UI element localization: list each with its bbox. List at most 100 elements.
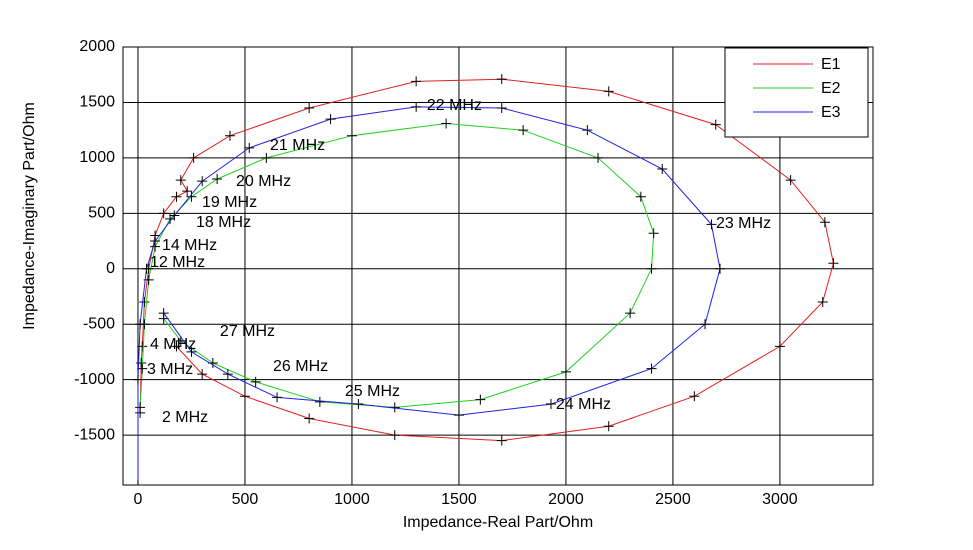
point-marker	[706, 219, 717, 230]
point-marker	[182, 186, 193, 197]
point-marker	[411, 101, 422, 112]
point-marker	[657, 163, 668, 174]
point-marker	[272, 392, 283, 403]
point-marker	[518, 125, 529, 136]
x-tick-label: 1500	[441, 491, 477, 508]
annotation: 25 MHz	[345, 383, 400, 400]
point-marker	[715, 263, 726, 274]
point-marker	[244, 142, 255, 153]
x-tick-label: 2000	[548, 491, 584, 508]
point-marker	[441, 118, 452, 129]
point-marker	[132, 480, 143, 485]
point-marker	[212, 173, 223, 184]
annotation: 22 MHz	[427, 97, 482, 114]
annotation: 2 MHz	[162, 409, 208, 426]
point-marker	[239, 391, 250, 402]
y-tick-label: 0	[106, 260, 115, 277]
point-marker	[582, 125, 593, 136]
point-marker	[346, 130, 357, 141]
point-marker	[136, 358, 147, 369]
point-marker	[785, 175, 796, 186]
y-axis-label: Impedance-Imaginary Part/Ohm	[21, 102, 38, 330]
point-marker	[304, 413, 315, 424]
annotation: 23 MHz	[716, 215, 771, 232]
point-marker	[139, 297, 150, 308]
point-marker	[496, 435, 507, 446]
series-line	[137, 106, 721, 485]
point-marker	[169, 210, 180, 221]
point-marker	[593, 152, 604, 163]
point-marker	[496, 102, 507, 113]
point-marker	[304, 102, 315, 113]
point-marker	[175, 175, 186, 186]
y-tick-label: 2000	[79, 38, 115, 55]
point-marker	[496, 74, 507, 85]
annotation: 21 MHz	[270, 137, 325, 154]
point-marker	[411, 76, 422, 87]
point-marker	[222, 369, 233, 380]
point-marker	[648, 228, 659, 239]
annotation: 19 MHz	[202, 194, 257, 211]
point-marker	[224, 130, 235, 141]
point-marker	[171, 191, 182, 202]
point-marker	[635, 191, 646, 202]
point-marker	[188, 152, 199, 163]
annotation: 4 MHz	[150, 336, 196, 353]
plot-content	[132, 74, 839, 485]
y-tick-label: -500	[83, 315, 115, 332]
point-marker	[560, 366, 571, 377]
point-marker	[646, 363, 657, 374]
point-marker	[353, 399, 364, 410]
point-marker	[545, 399, 556, 410]
annotation: 24 MHz	[556, 396, 611, 413]
point-marker	[197, 369, 208, 380]
y-tick-label: 500	[88, 205, 115, 222]
annotation: 26 MHz	[273, 358, 328, 375]
point-marker	[135, 402, 146, 413]
x-tick-label: 3000	[762, 491, 798, 508]
point-marker	[186, 346, 197, 357]
point-marker	[158, 208, 169, 219]
point-marker	[186, 191, 197, 202]
point-marker	[646, 263, 657, 274]
point-marker	[774, 341, 785, 352]
x-tick-label: 2500	[655, 491, 691, 508]
point-marker	[135, 319, 146, 330]
x-tick-label: 0	[134, 491, 143, 508]
point-marker	[137, 363, 148, 374]
point-marker	[603, 86, 614, 97]
y-tick-label: -1500	[74, 426, 115, 443]
point-marker	[171, 341, 182, 352]
point-marker	[689, 391, 700, 402]
annotation: 3 MHz	[147, 361, 193, 378]
point-marker	[828, 258, 839, 269]
point-marker	[150, 236, 161, 247]
point-marker	[197, 176, 208, 187]
point-marker	[325, 114, 336, 125]
point-marker	[603, 421, 614, 432]
legend-label: E1	[821, 56, 841, 73]
point-marker	[819, 217, 830, 228]
point-marker	[453, 410, 464, 421]
plot-frame	[122, 46, 874, 486]
point-marker	[710, 119, 721, 130]
annotation: 20 MHz	[236, 173, 291, 190]
point-marker	[700, 319, 711, 330]
annotation: 18 MHz	[196, 214, 251, 231]
legend-label: E3	[821, 104, 841, 121]
point-marker	[141, 263, 152, 274]
point-marker	[132, 374, 143, 385]
point-marker	[817, 297, 828, 308]
y-tick-label: -1000	[74, 371, 115, 388]
annotation: 12 MHz	[150, 254, 205, 271]
point-marker	[261, 152, 272, 163]
x-tick-label: 1000	[334, 491, 370, 508]
y-tick-label: 1000	[79, 149, 115, 166]
x-axis-label: Impedance-Real Part/Ohm	[403, 514, 593, 531]
annotation: 27 MHz	[220, 323, 275, 340]
legend-label: E2	[821, 80, 841, 97]
point-marker	[314, 396, 325, 407]
point-marker	[625, 308, 636, 319]
y-tick-label: 1500	[79, 94, 115, 111]
